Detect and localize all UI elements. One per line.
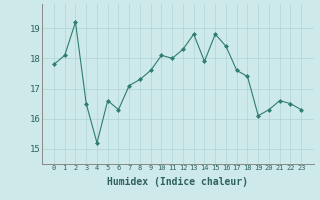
X-axis label: Humidex (Indice chaleur): Humidex (Indice chaleur) — [107, 177, 248, 187]
